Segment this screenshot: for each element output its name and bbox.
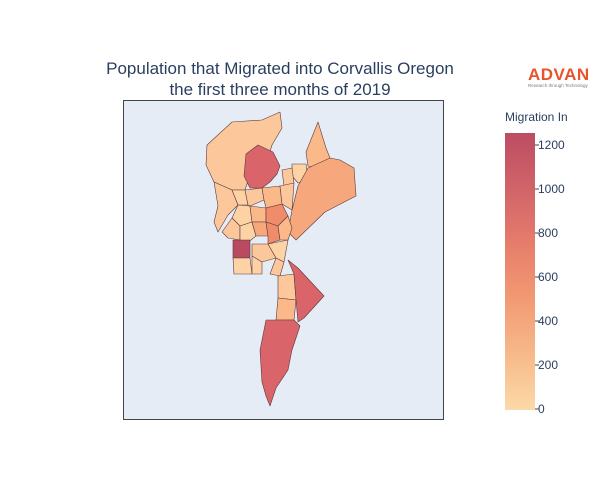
region-far-south (259, 319, 301, 407)
logo-wordmark: ADVAN (528, 65, 590, 84)
colorbar (505, 133, 535, 410)
colorbar-title: Migration In (505, 110, 568, 124)
chart-title: Population that Migrated into Corvallis … (60, 58, 500, 100)
colorbar-tick-800: 800 (538, 226, 559, 240)
census-regions[interactable] (205, 111, 357, 407)
region-central-7 (221, 217, 241, 241)
region-south-1 (277, 273, 297, 301)
colorbar-tick-0: 0 (538, 402, 545, 416)
colorbar-tick-1200: 1200 (538, 138, 565, 152)
colorbar-tick-400: 400 (538, 314, 559, 328)
colorbar-tick-1000: 1000 (538, 182, 565, 196)
colorbar-ticks (535, 144, 539, 410)
region-southeast-dark (287, 259, 325, 323)
region-central-10 (265, 221, 281, 245)
colorbar-tick-200: 200 (538, 358, 559, 372)
region-west-below (232, 257, 253, 275)
logo-tagline: Research through Technology (528, 83, 588, 88)
region-west-dark (232, 239, 251, 259)
region-north-central (243, 144, 281, 189)
region-central-8 (239, 221, 257, 245)
advan-logo: ADVAN Research through Technology (528, 66, 594, 89)
chart-title-line-1: Population that Migrated into Corvallis … (106, 59, 454, 78)
region-central-5 (249, 205, 267, 223)
region-central-3 (279, 182, 295, 211)
region-central-11 (277, 215, 293, 241)
colorbar-tick-600: 600 (538, 270, 559, 284)
region-east-large (287, 157, 357, 241)
region-south-central-3 (251, 255, 263, 275)
chart-title-line-2: the first three months of 2019 (169, 80, 391, 99)
region-south-2 (275, 297, 297, 321)
region-central-1 (244, 187, 265, 207)
region-south-central-1 (251, 243, 277, 263)
